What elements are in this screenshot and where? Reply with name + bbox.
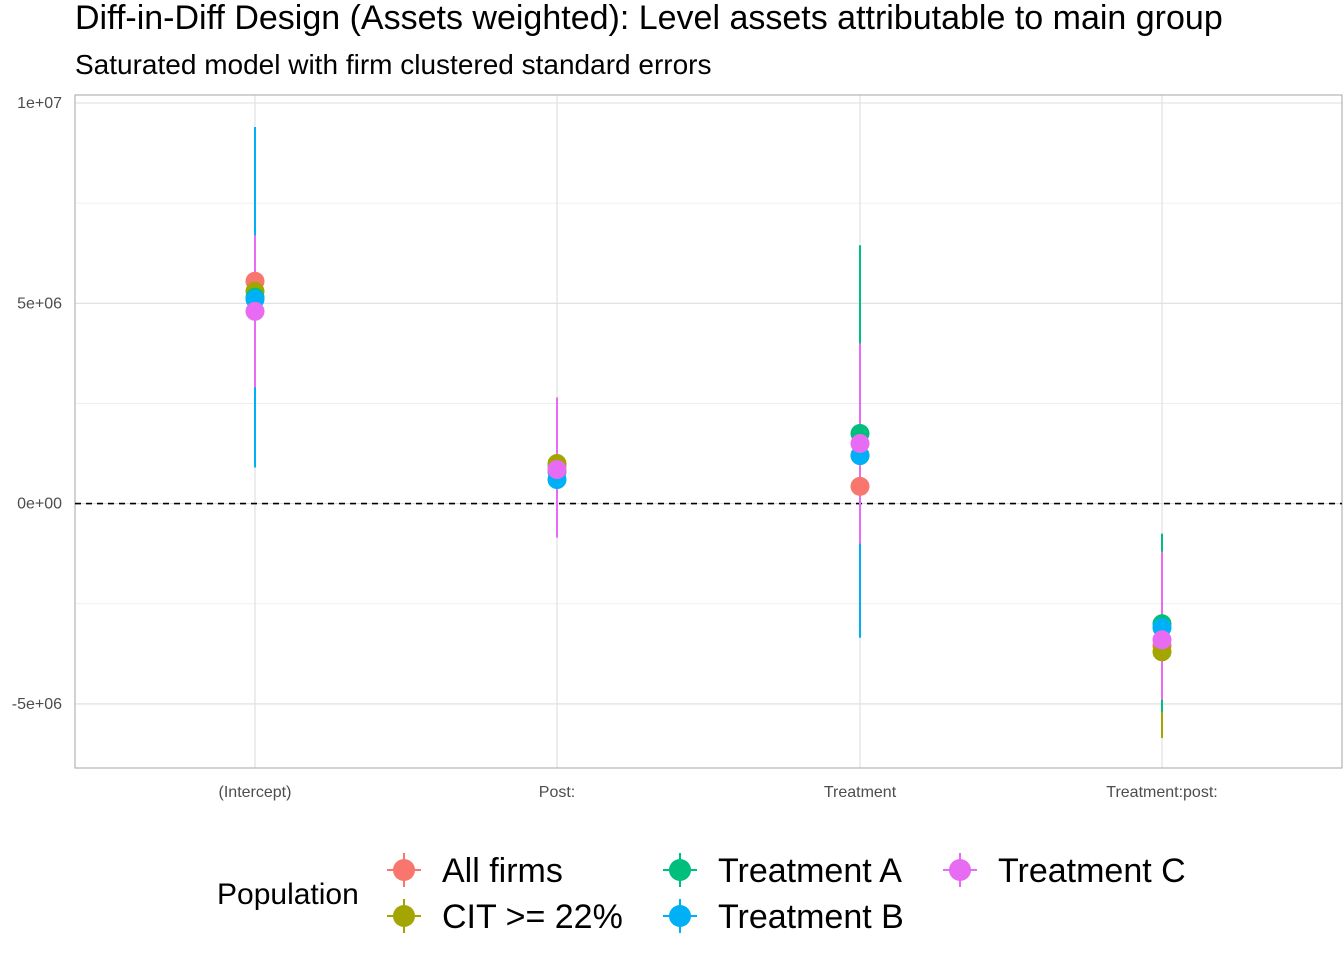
- legend-key-point: [669, 905, 691, 927]
- legend-key-point: [393, 905, 415, 927]
- data-point: [245, 301, 265, 321]
- legend-title: Population: [217, 878, 359, 911]
- chart-title: Diff-in-Diff Design (Assets weighted): L…: [75, 0, 1223, 37]
- legend-key-point: [669, 859, 691, 881]
- data-point: [1152, 630, 1172, 650]
- plot-panel: 1e+07 5e+06 0e+00 -5e+06 (Intercept) Post: Tre…: [12, 94, 1343, 801]
- y-tick-label: -5e+06: [12, 696, 62, 713]
- x-tick-label: Post:: [539, 784, 575, 801]
- legend-label: CIT >= 22%: [442, 898, 623, 936]
- x-tick-label: (Intercept): [219, 784, 292, 801]
- legend: Population All firms CIT >= 22% Treatment …: [217, 852, 1186, 936]
- y-tick-label: 1e+07: [17, 95, 62, 112]
- x-tick-label: Treatment: [824, 784, 897, 801]
- legend-label: Treatment C: [998, 852, 1186, 890]
- x-tick-label: Treatment:post:: [1106, 784, 1217, 801]
- y-tick-label: 5e+06: [17, 295, 62, 312]
- panel-border: [74, 94, 1343, 769]
- legend-label: All firms: [442, 852, 563, 890]
- data-point: [547, 460, 567, 480]
- legend-label: Treatment B: [718, 898, 904, 936]
- y-tick-label: 0e+00: [17, 496, 62, 513]
- legend-key-point: [393, 859, 415, 881]
- legend-label: Treatment A: [718, 852, 902, 890]
- data-point: [850, 434, 870, 454]
- legend-key-point: [949, 859, 971, 881]
- chart-subtitle: Saturated model with firm clustered stan…: [75, 49, 712, 80]
- data-point: [850, 476, 870, 496]
